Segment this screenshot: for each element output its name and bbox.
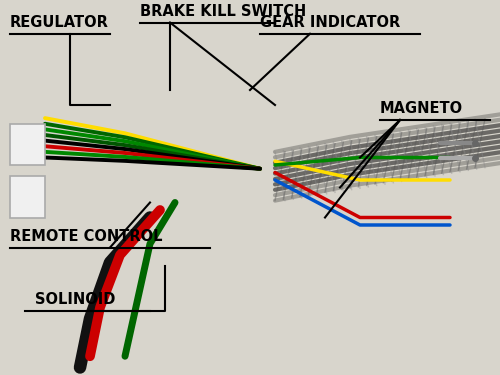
Text: REMOTE CONTROL: REMOTE CONTROL (10, 229, 162, 244)
Text: MAGNETO: MAGNETO (380, 101, 463, 116)
Text: BRAKE KILL SWITCH: BRAKE KILL SWITCH (140, 4, 306, 19)
Bar (10, 124, 45, 165)
Bar (10, 176, 45, 218)
Text: GEAR INDICATOR: GEAR INDICATOR (260, 15, 400, 30)
Text: SOLINOID: SOLINOID (35, 292, 116, 308)
Text: REGULATOR: REGULATOR (10, 15, 109, 30)
